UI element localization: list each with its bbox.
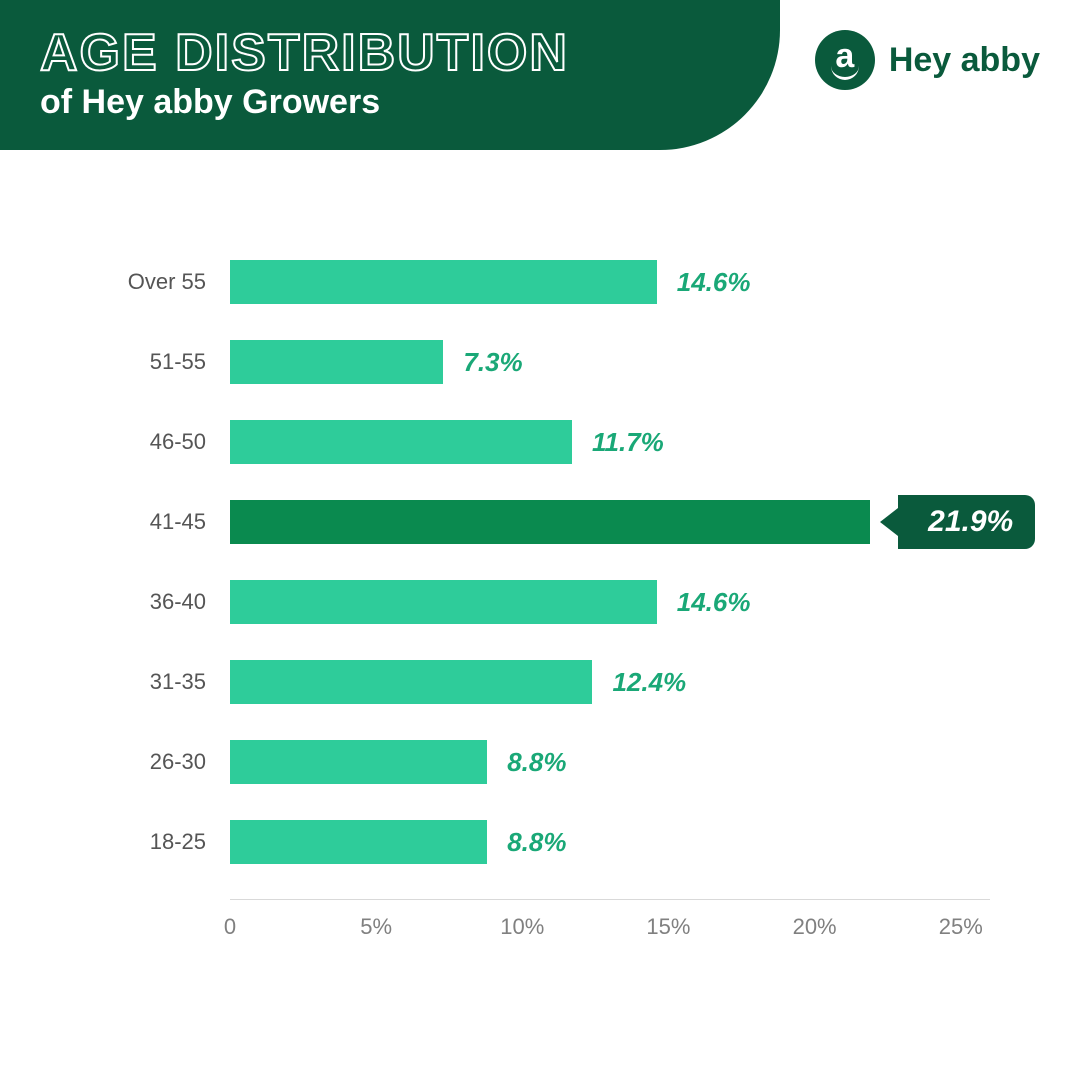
chart-bar [230,580,657,624]
chart-bar [230,340,443,384]
chart-bar-highlight [230,500,870,544]
chart-bar [230,820,487,864]
chart-baseline [230,899,990,900]
chart-bar [230,740,487,784]
brand-logo-icon: a [815,30,875,90]
x-axis-tick: 0 [224,914,236,940]
brand: a Hey abby [815,30,1040,90]
header: AGE DISTRIBUTION of Hey abby Growers a H… [0,0,1080,150]
chart-bar [230,660,592,704]
chart-row: 31-3512.4% [230,660,990,704]
x-axis-tick: 20% [793,914,837,940]
y-axis-label: 41-45 [80,509,220,535]
y-axis-label: 46-50 [80,429,220,455]
x-axis-tick: 15% [646,914,690,940]
chart-row: 36-4014.6% [230,580,990,624]
y-axis-label: 51-55 [80,349,220,375]
chart-value-label: 14.6% [677,267,751,298]
chart-row: 18-258.8% [230,820,990,864]
chart-value-label: 8.8% [507,827,566,858]
brand-logo-smile-icon [831,66,859,80]
y-axis-label: 18-25 [80,829,220,855]
chart-value-label: 8.8% [507,747,566,778]
chart-row: Over 5514.6% [230,260,990,304]
x-axis-tick: 25% [939,914,983,940]
chart-bar [230,260,657,304]
chart-value-label: 12.4% [612,667,686,698]
y-axis-label: 26-30 [80,749,220,775]
chart-value-label: 11.7% [592,427,664,458]
chart-row: 41-4521.9% [230,500,990,544]
header-banner: AGE DISTRIBUTION of Hey abby Growers [0,0,780,150]
chart-row: 51-557.3% [230,340,990,384]
x-axis-tick: 10% [500,914,544,940]
page-subtitle: of Hey abby Growers [40,83,780,122]
chart-value-label: 14.6% [677,587,751,618]
chart-bar [230,420,572,464]
page-title: AGE DISTRIBUTION [40,26,780,81]
chart-plot-area: 05%10%15%20%25%Over 5514.6%51-557.3%46-5… [230,260,990,900]
brand-name: Hey abby [889,41,1040,80]
x-axis-tick: 5% [360,914,392,940]
chart-row: 26-308.8% [230,740,990,784]
chart-row: 46-5011.7% [230,420,990,464]
age-distribution-chart: 0 5% 10% 15% 20% 25% Over 5514.6% 51-557.3% 46-5… [90,260,990,980]
chart-value-label: 7.3% [463,347,522,378]
y-axis-label: Over 55 [80,269,220,295]
y-axis-label: 36-40 [80,589,220,615]
chart-value-callout: 21.9% [898,495,1035,549]
y-axis-label: 31-35 [80,669,220,695]
